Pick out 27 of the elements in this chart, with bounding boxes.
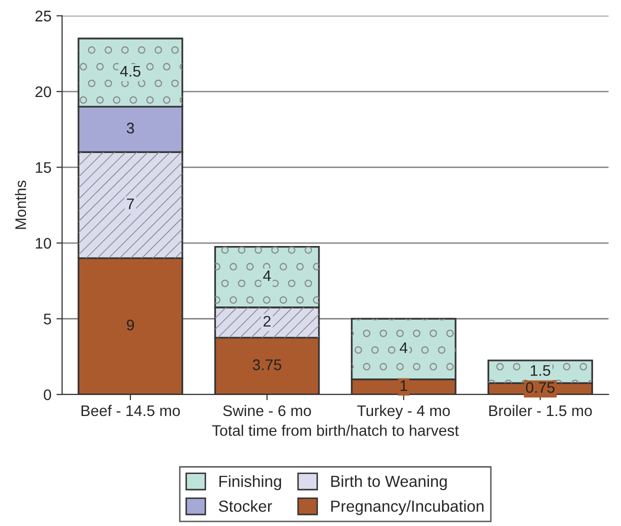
data-label: 9 (126, 320, 134, 330)
y-tick-label: 5 (44, 314, 52, 324)
x-tick-label: Broiler - 1.5 mo (489, 404, 592, 416)
data-label: 4 (400, 342, 408, 354)
data-label: 3.75 (252, 359, 282, 370)
data-label: 7 (126, 198, 134, 210)
legend-label: Stocker (218, 500, 272, 512)
data-label: 1 (400, 380, 408, 391)
y-axis-title: Months (14, 180, 26, 229)
data-label: 1.5 (530, 365, 550, 376)
data-label: 0.75 (526, 382, 554, 393)
legend-label: Pregnancy/Incubation (331, 500, 484, 516)
data-label: 4 (263, 270, 271, 282)
x-tick-label: Turkey - 4 mo (357, 404, 450, 420)
x-axis-title: Total time from birth/hatch to harvest (212, 424, 459, 436)
x-tick-label: Swine - 6 mo (223, 404, 311, 416)
y-tick-label: 20 (35, 86, 52, 98)
y-tick-label: 25 (35, 10, 52, 22)
y-tick-label: 15 (36, 162, 52, 173)
y-tick-label: 0 (44, 389, 52, 400)
legend-label: Finishing (219, 475, 282, 490)
data-label: 4.5 (120, 66, 140, 77)
data-label: 3 (126, 122, 134, 134)
legend-label: Birth to Weaning (331, 475, 447, 490)
x-tick-label: Beef - 14.5 mo (82, 404, 180, 416)
data-label: 2 (264, 316, 271, 326)
y-tick-label: 10 (36, 238, 52, 249)
